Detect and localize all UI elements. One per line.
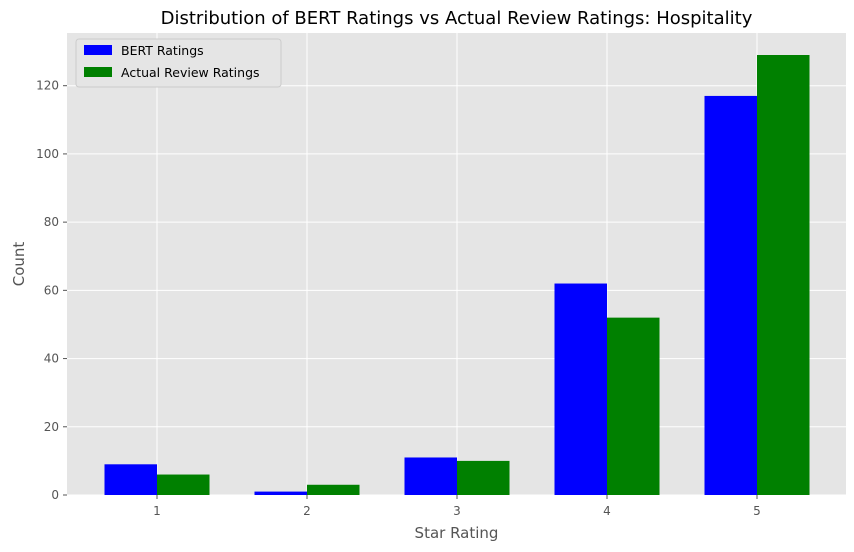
y-tick-label: 80 xyxy=(44,215,59,229)
x-ticks: 1 2 3 4 5 xyxy=(153,495,761,518)
y-tick-label: 20 xyxy=(44,420,59,434)
x-axis-label: Star Rating xyxy=(415,524,499,542)
chart-title: Distribution of BERT Ratings vs Actual R… xyxy=(161,8,753,29)
y-tick-label: 60 xyxy=(44,283,59,297)
x-tick-label: 2 xyxy=(303,504,311,518)
y-tick-label: 0 xyxy=(51,488,59,502)
legend-swatch-bert xyxy=(84,45,112,55)
bar-bert-4 xyxy=(554,283,607,495)
legend: BERT Ratings Actual Review Ratings xyxy=(75,38,282,88)
legend-label-actual: Actual Review Ratings xyxy=(121,65,260,80)
bar-bert-3 xyxy=(404,457,457,495)
x-tick-label: 4 xyxy=(603,504,611,518)
legend-swatch-actual xyxy=(84,67,112,77)
y-tick-label: 120 xyxy=(36,79,59,93)
y-tick-label: 100 xyxy=(36,147,59,161)
y-ticks: 0 20 40 60 80 100 120 xyxy=(36,79,67,502)
bar-actual-4 xyxy=(607,317,660,495)
bar-actual-3 xyxy=(457,460,510,495)
y-axis-label: Count xyxy=(10,242,28,287)
x-tick-label: 1 xyxy=(153,504,161,518)
legend-box xyxy=(75,38,282,88)
bar-actual-5 xyxy=(757,55,810,495)
bars xyxy=(104,55,810,495)
bar-bert-2 xyxy=(254,491,307,495)
bar-bert-1 xyxy=(104,464,157,495)
bar-bert-5 xyxy=(704,95,757,495)
x-tick-label: 5 xyxy=(753,504,761,518)
y-tick-label: 40 xyxy=(44,352,59,366)
x-tick-label: 3 xyxy=(453,504,461,518)
legend-label-bert: BERT Ratings xyxy=(121,43,204,58)
bar-actual-1 xyxy=(157,474,210,495)
bar-actual-2 xyxy=(307,484,360,495)
